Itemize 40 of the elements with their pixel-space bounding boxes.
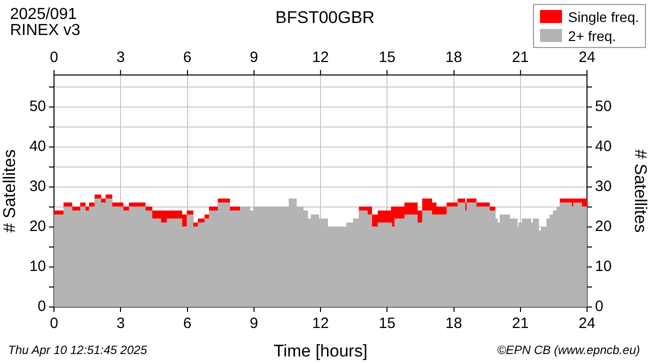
legend-label: Single freq. — [568, 8, 639, 24]
x-tick-label: 21 — [512, 315, 529, 332]
y2-tick-label: 50 — [595, 98, 612, 116]
y2-tick-label: 10 — [595, 258, 612, 276]
y-tick-label: 10 — [29, 258, 46, 276]
text: 2025/091 — [10, 6, 77, 24]
x2-tick-label: 12 — [312, 49, 329, 66]
y-tick-label: 0 — [38, 298, 46, 316]
y-tick-label: 30 — [29, 178, 46, 196]
chart-title: BFST00GBR — [275, 8, 375, 27]
x2-tick-label: 9 — [250, 49, 258, 66]
y2-tick-label: 20 — [595, 218, 612, 236]
x2-tick-label: 24 — [578, 49, 596, 66]
x-tick-label: 24 — [578, 315, 596, 332]
y2-tick-label: 0 — [595, 298, 604, 316]
x2-tick-label: 0 — [50, 49, 58, 66]
legend-label: 2+ freq. — [568, 28, 616, 44]
y-axis-title: # Satellites — [0, 149, 19, 233]
text: Thu Apr 10 12:51:45 2025 — [8, 343, 147, 357]
x2-tick-label: 15 — [378, 49, 396, 66]
x-tick-label: 3 — [116, 315, 125, 332]
y2-tick-label: 40 — [595, 138, 612, 156]
y-tick-label: 20 — [29, 218, 46, 236]
y2-tick-label: 30 — [595, 178, 612, 196]
y-tick-label: 50 — [29, 98, 46, 116]
x-tick-label: 12 — [312, 315, 329, 332]
y2-axis-title: # Satellites — [631, 149, 650, 233]
x2-tick-label: 18 — [445, 49, 462, 66]
x-tick-label: 15 — [378, 315, 396, 332]
x2-tick-label: 6 — [183, 49, 192, 66]
x-tick-label: 6 — [183, 315, 192, 332]
x2-tick-label: 3 — [116, 49, 125, 66]
x-axis-title: Time [hours] — [274, 341, 368, 360]
x-tick-label: 9 — [250, 315, 258, 332]
x-tick-label: 0 — [50, 315, 58, 332]
y-tick-label: 40 — [29, 138, 46, 156]
x2-tick-label: 21 — [512, 49, 529, 66]
text: RINEX v3 — [10, 22, 80, 40]
x-tick-label: 18 — [445, 315, 462, 332]
text: ©EPN CB (www.epncb.eu) — [497, 343, 640, 357]
